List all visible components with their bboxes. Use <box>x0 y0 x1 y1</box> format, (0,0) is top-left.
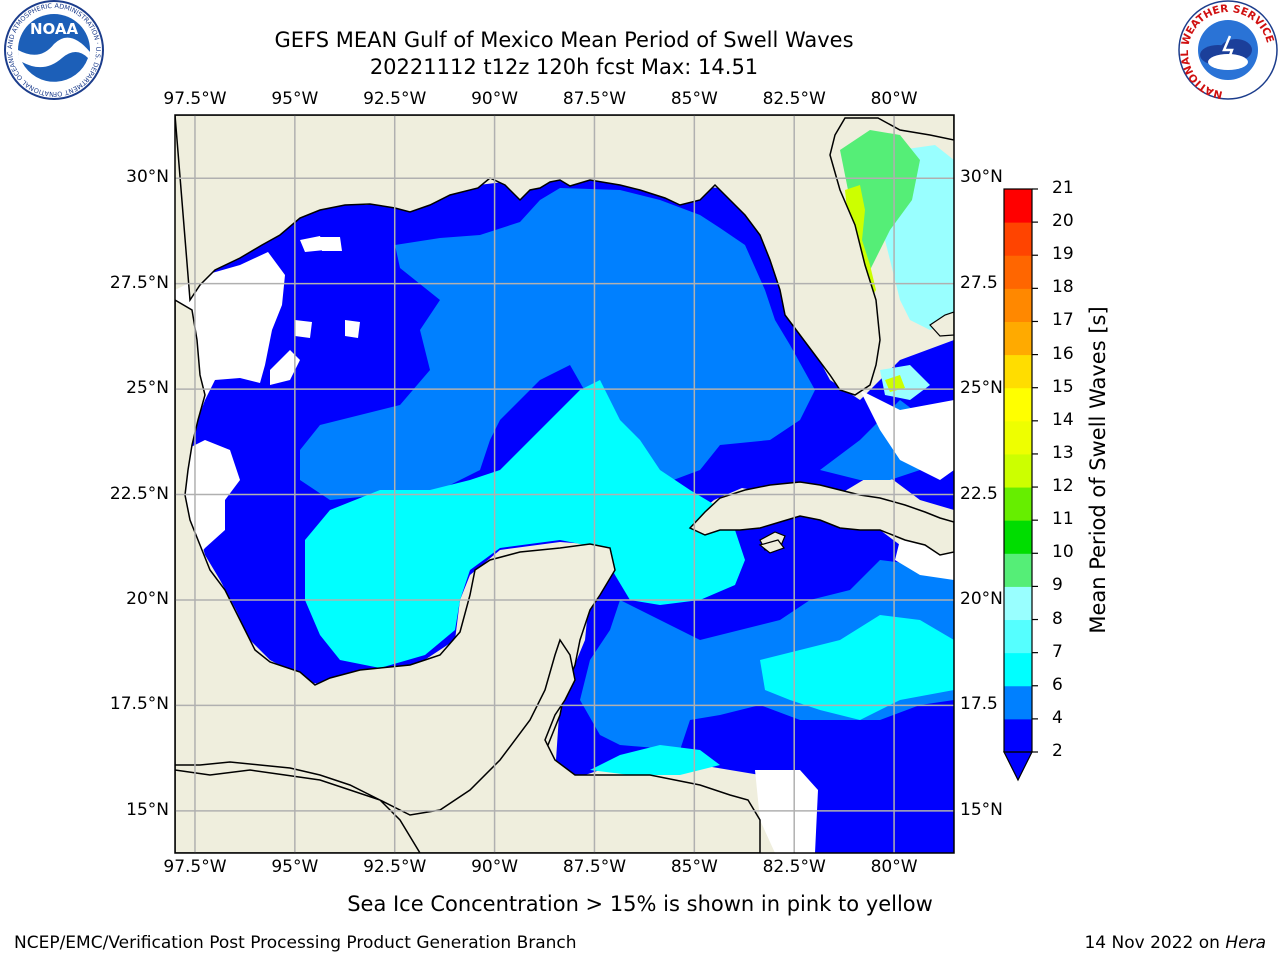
us-gulf-coast <box>175 115 954 396</box>
lon-tick-bottom: 92.5°W <box>363 857 427 877</box>
colorbar-tick-label: 13 <box>1052 442 1074 463</box>
colorbar-frame <box>1003 188 1033 753</box>
lon-tick-top: 80°W <box>870 89 918 109</box>
colorbar-tick-label: 12 <box>1052 476 1074 497</box>
colorbar-segment <box>1004 553 1032 587</box>
colorbar-segment <box>1004 222 1032 256</box>
lon-tick-bottom: 95°W <box>271 857 319 877</box>
colorbar-segment <box>1004 255 1032 289</box>
lon-tick-bottom: 85°W <box>670 857 718 877</box>
central-america-coast <box>175 638 761 853</box>
lon-tick-bottom: 80°W <box>870 857 918 877</box>
map-title: GEFS MEAN Gulf of Mexico Mean Period of … <box>274 28 854 52</box>
colorbar-label: Mean Period of Swell Waves [s] <box>1086 306 1110 634</box>
isla-juventud <box>758 539 785 554</box>
colorbar-segment <box>1004 321 1032 356</box>
colorbar-tick-label: 8 <box>1052 608 1063 629</box>
colorbar-tick-label: 6 <box>1052 674 1063 695</box>
colorbar-tick-label: 21 <box>1052 178 1074 198</box>
colorbar-segment <box>1004 420 1032 455</box>
colorbar-tick-label: 20 <box>1052 211 1074 232</box>
colorbar-segment <box>1004 387 1032 422</box>
lon-tick-top: 92.5°W <box>363 89 427 109</box>
lat-tick-left: 20°N <box>126 588 169 609</box>
colorbar-segment <box>1004 189 1032 223</box>
lat-tick-right: 20°N <box>960 588 1003 609</box>
colorbar-segment <box>1004 520 1032 554</box>
bahamas-island <box>929 311 954 337</box>
map-field <box>175 115 954 853</box>
lon-tick-top: 87.5°W <box>562 89 627 109</box>
colorbar-segment <box>1004 487 1032 521</box>
lat-tick-left: 17.5°N <box>109 694 169 715</box>
lon-tick-top: 95°W <box>271 89 319 109</box>
colorbar-tick-label: 11 <box>1052 509 1074 530</box>
colorbar-tick-label: 9 <box>1052 575 1063 596</box>
footer-date: 14 Nov 2022 on Hera <box>1084 933 1266 953</box>
colorbar-extend-arrow <box>1003 751 1033 782</box>
colorbar-tick-label: 15 <box>1052 376 1074 397</box>
nodata-patch <box>175 236 954 853</box>
colorbar-segment <box>1004 288 1032 322</box>
map-grid <box>175 115 954 853</box>
colorbar-segment <box>1004 619 1032 654</box>
colorbar-tick-label: 10 <box>1052 542 1074 563</box>
sea-ice-note: Sea Ice Concentration > 15% is shown in … <box>347 892 933 916</box>
lat-tick-left: 25°N <box>126 378 169 399</box>
lat-tick-right: 25°N <box>960 378 1003 399</box>
nws-logo-icon: NATIONAL WEATHER SERVICE <box>1178 0 1278 100</box>
colorbar-segment <box>1004 652 1032 687</box>
colorbar-tick-label: 7 <box>1052 641 1063 662</box>
lon-tick-bottom: 87.5°W <box>562 857 627 877</box>
lon-tick-bottom: 82.5°W <box>762 857 826 877</box>
lat-tick-left: 15°N <box>126 799 169 820</box>
lon-tick-top: 85°W <box>670 89 718 109</box>
lon-tick-top: 90°W <box>471 89 519 109</box>
colorbar-tick-label: 17 <box>1052 310 1074 331</box>
wave-zone-cyan <box>305 380 954 775</box>
colorbar-segment <box>1004 586 1032 621</box>
colorbar-segment <box>1004 453 1032 488</box>
lon-tick-bottom: 97.5°W <box>163 857 227 877</box>
wave-zone-mid <box>300 188 954 750</box>
map-frame <box>174 114 955 854</box>
colorbar-segment <box>1004 354 1032 389</box>
lat-tick-left: 22.5°N <box>109 483 169 504</box>
colorbar-tick-label: 19 <box>1052 244 1074 265</box>
lat-tick-right: 27.5 <box>960 272 998 293</box>
cuba-coast <box>688 481 954 556</box>
colorbar-segment <box>1004 685 1032 720</box>
noaa-logo-text: NOAA <box>30 20 79 38</box>
lat-tick-left: 27.5°N <box>109 272 169 293</box>
colorbar-tick-label: 14 <box>1052 409 1074 430</box>
lat-tick-right: 22.5 <box>960 483 998 504</box>
lon-tick-top: 97.5°W <box>163 89 227 109</box>
lon-tick-top: 82.5°W <box>762 89 826 109</box>
colorbar <box>1003 188 1038 782</box>
colorbar-tick-label: 4 <box>1052 707 1063 728</box>
lat-tick-right: 17.5 <box>960 694 998 715</box>
colorbar-tick-label: 16 <box>1052 343 1074 364</box>
lat-tick-right: 30°N <box>960 167 1003 188</box>
colorbar-tick-label: 18 <box>1052 277 1074 298</box>
footer-credit: NCEP/EMC/Verification Post Processing Pr… <box>14 933 577 953</box>
noaa-logo-icon: NATIONAL OCEANIC AND ATMOSPHERIC ADMINIS… <box>0 0 104 100</box>
colorbar-tick-label: 2 <box>1052 741 1063 761</box>
lat-tick-left: 30°N <box>126 167 169 188</box>
colorbar-segment <box>1004 718 1032 753</box>
map-subtitle: 20221112 t12z 120h fcst Max: 14.51 <box>369 55 759 79</box>
lon-tick-bottom: 90°W <box>471 857 519 877</box>
lat-tick-right: 15°N <box>960 799 1003 820</box>
